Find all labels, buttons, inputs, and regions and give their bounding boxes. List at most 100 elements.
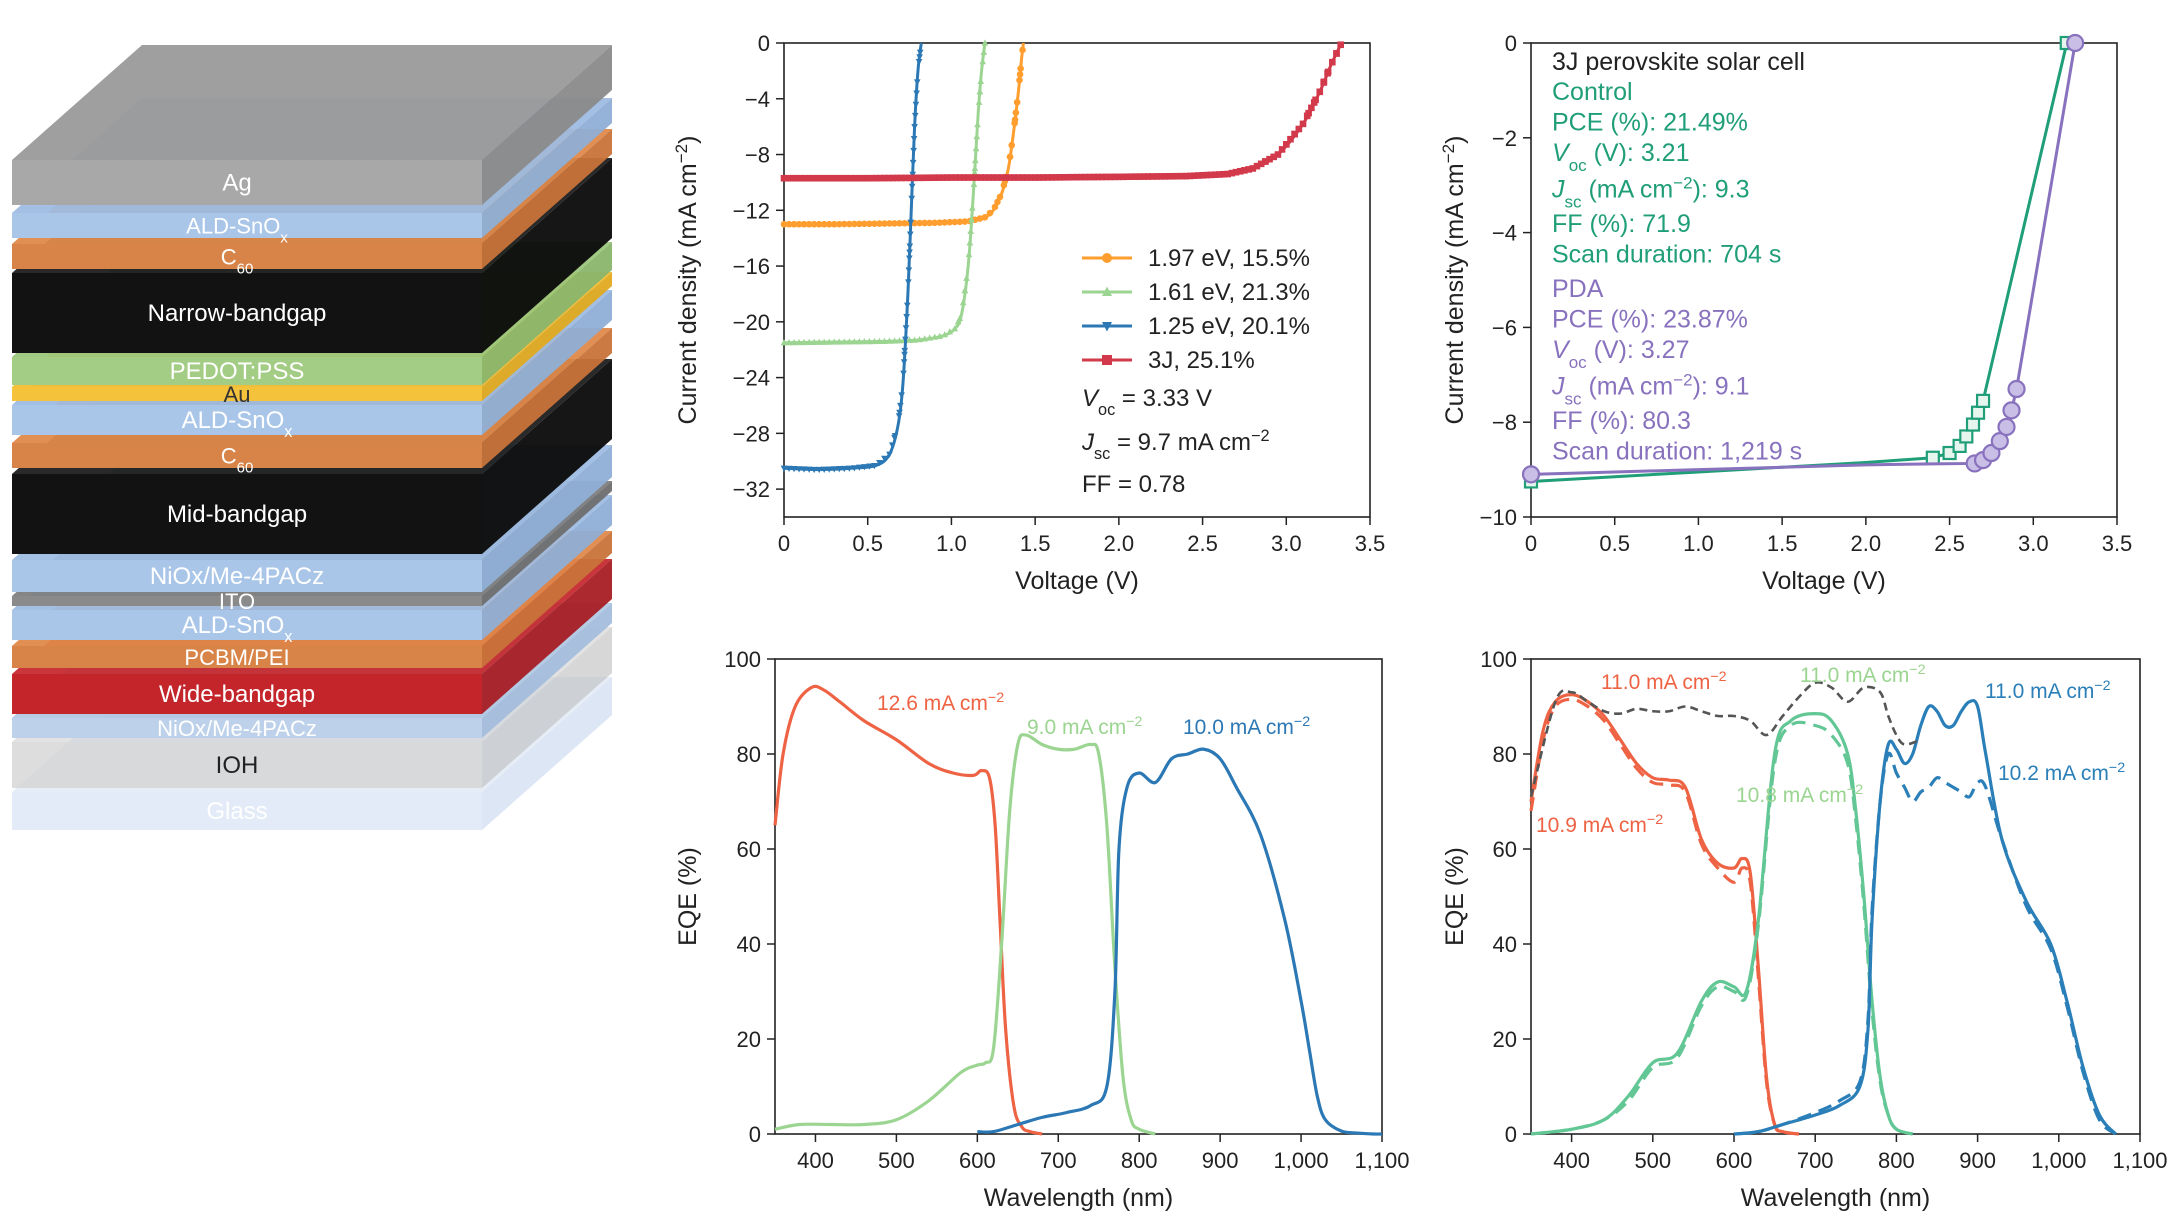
data-point bbox=[1008, 141, 1016, 149]
x-tick-label: 400 bbox=[1553, 1148, 1590, 1173]
data-point bbox=[2002, 401, 2021, 420]
x-tick-label: 700 bbox=[1797, 1148, 1834, 1173]
data-point bbox=[961, 286, 969, 294]
data-point bbox=[1006, 174, 1014, 181]
data-point bbox=[820, 338, 828, 345]
data-point bbox=[989, 174, 997, 181]
info-label: Control bbox=[1552, 78, 1633, 106]
data-point bbox=[975, 98, 983, 105]
data-point bbox=[971, 168, 978, 176]
data-point bbox=[951, 218, 959, 226]
data-point bbox=[1165, 173, 1173, 180]
data-point bbox=[915, 58, 923, 66]
data-point bbox=[913, 90, 920, 97]
data-point bbox=[908, 183, 916, 191]
data-point bbox=[795, 466, 803, 473]
data-point bbox=[1291, 130, 1298, 138]
series-line bbox=[780, 39, 989, 346]
data-point bbox=[939, 174, 947, 181]
data-point bbox=[861, 464, 868, 471]
text-part: −2 bbox=[1439, 144, 1458, 163]
layer-label: IOH bbox=[216, 752, 259, 779]
x-tick-label: 900 bbox=[1202, 1148, 1239, 1173]
data-point bbox=[886, 451, 893, 458]
data-point bbox=[1320, 79, 1327, 86]
data-point bbox=[871, 220, 878, 227]
data-point bbox=[795, 338, 803, 346]
data-point bbox=[881, 220, 888, 227]
layer-side-face bbox=[482, 627, 612, 788]
y-axis-label: EQE (%) bbox=[674, 847, 702, 946]
voc-annotation: Voc = 3.33 V bbox=[1082, 385, 1212, 419]
data-point bbox=[1274, 151, 1282, 158]
data-point bbox=[780, 174, 788, 182]
data-point bbox=[1006, 153, 1014, 161]
data-point bbox=[1199, 172, 1206, 179]
data-point bbox=[976, 88, 984, 95]
layer-side-face bbox=[482, 559, 612, 714]
data-point bbox=[810, 466, 818, 474]
data-point bbox=[976, 215, 984, 222]
layer-side-face bbox=[482, 158, 612, 353]
data-point bbox=[903, 302, 911, 309]
data-point bbox=[876, 337, 883, 345]
data-point bbox=[1305, 109, 1312, 117]
data-point bbox=[916, 336, 923, 343]
text-part: 11.0 mA cm bbox=[1601, 671, 1710, 694]
data-point bbox=[835, 338, 843, 345]
data-point bbox=[1324, 69, 1331, 77]
data-point bbox=[972, 156, 979, 164]
data-point bbox=[860, 174, 867, 182]
text-part: −2 bbox=[1126, 714, 1142, 730]
eqe-middle-dashed-curve bbox=[1530, 720, 1914, 1136]
data-point bbox=[881, 337, 888, 344]
text-part: 10.9 mA cm bbox=[1536, 814, 1647, 837]
data-point bbox=[835, 220, 843, 228]
data-point bbox=[1186, 172, 1194, 180]
eqe-bottom-curve bbox=[977, 747, 1383, 1136]
y-tick-label: 20 bbox=[1493, 1027, 1517, 1052]
data-point bbox=[1182, 172, 1190, 180]
data-point bbox=[785, 339, 793, 346]
data-point bbox=[910, 174, 918, 182]
data-point bbox=[885, 174, 892, 182]
text-part: ): 9.3 bbox=[1693, 176, 1750, 204]
data-point bbox=[916, 54, 923, 61]
data-point bbox=[814, 174, 821, 182]
data-point bbox=[851, 465, 858, 472]
data-point bbox=[956, 218, 964, 226]
eqe-bottom-solid-curve bbox=[1733, 698, 2117, 1136]
jv-subcells-chart: 0 0.5 1.0 1.5 2.0 2.5 3.0 3.5 0 −4 −8 −12 −16 −20 −24 −… bbox=[672, 31, 1386, 595]
y-tick-label: −6 bbox=[1492, 315, 1517, 340]
data-point bbox=[1228, 169, 1236, 177]
text-part: IOH bbox=[216, 752, 259, 779]
data-point bbox=[918, 174, 926, 182]
data-point bbox=[1266, 155, 1273, 163]
layer-side-face bbox=[482, 603, 612, 738]
data-point bbox=[1959, 429, 1974, 444]
layer-front-face bbox=[12, 160, 482, 205]
data-point bbox=[810, 174, 817, 182]
data-point bbox=[1044, 174, 1051, 181]
text-part: 60 bbox=[237, 260, 254, 277]
data-point bbox=[1333, 50, 1340, 57]
text-part: sc bbox=[1565, 192, 1583, 211]
data-point bbox=[800, 466, 808, 473]
text-part: −2 bbox=[2094, 678, 2110, 694]
data-point bbox=[815, 220, 823, 228]
data-point bbox=[1115, 173, 1123, 181]
text-part: Current density (mA cm bbox=[674, 163, 702, 424]
layer-front-face bbox=[12, 718, 482, 738]
data-point bbox=[868, 174, 876, 182]
data-point bbox=[951, 325, 959, 332]
data-point bbox=[1253, 162, 1261, 170]
data-point bbox=[1203, 171, 1211, 179]
data-point bbox=[830, 174, 838, 182]
jsc-annotation: Jsc = 9.7 mA cm−2 bbox=[1081, 427, 1270, 463]
data-point bbox=[1232, 168, 1240, 176]
eqe-middle-curve bbox=[774, 733, 1156, 1136]
data-point bbox=[845, 465, 853, 472]
layer-side-face bbox=[482, 272, 612, 401]
layer-label: Glass bbox=[206, 798, 267, 825]
